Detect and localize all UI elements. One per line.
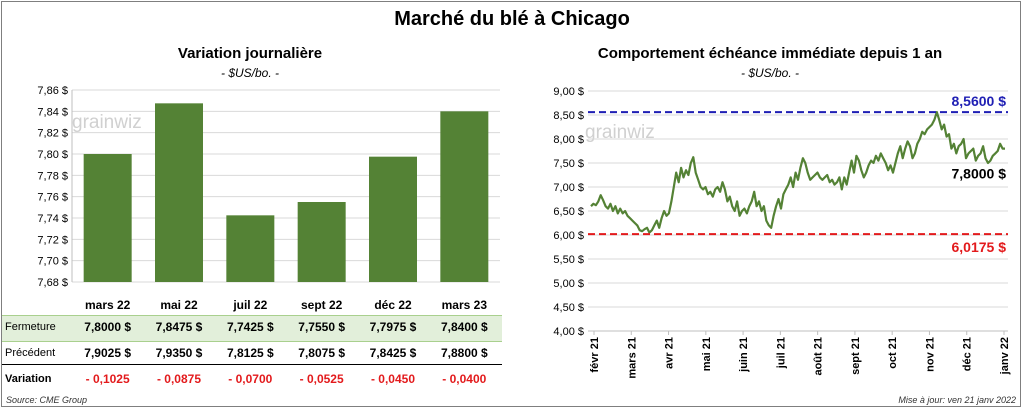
bar-x-tick: mars 23 <box>442 298 488 312</box>
bar-y-tick: 7,82 $ <box>37 128 68 140</box>
min-label: 6,0175 $ <box>952 239 1007 255</box>
bar-y-tick: 7,68 $ <box>37 277 68 289</box>
prev-cell: 7,9350 $ <box>155 346 203 360</box>
left-watermark: grainwiz <box>72 112 142 133</box>
page-title: Marché du blé à Chicago <box>394 8 630 30</box>
line-y-tick: 5,50 $ <box>553 254 584 266</box>
change-cell: - 0,0450 <box>370 372 416 386</box>
line-y-tick: 8,50 $ <box>553 110 584 122</box>
bar-y-tick: 7,86 $ <box>37 85 68 97</box>
prev-cell: 7,8800 $ <box>440 346 488 360</box>
change-cell: - 0,0875 <box>156 372 202 386</box>
bar-y-tick: 7,84 $ <box>37 106 68 118</box>
bar-chart: grainwiz 7,68 $ 7,70 $ 7,72 $ 7,74 $ 7,76 $ 7… <box>37 85 500 312</box>
bar-y-tick: 7,72 $ <box>37 234 68 246</box>
close-cell: 7,8000 $ <box>84 320 132 334</box>
left-panel-unit: - $US/bo. - <box>220 66 280 80</box>
bar-x-tick: juil 22 <box>232 298 267 312</box>
price-series-line <box>590 110 1005 234</box>
prev-cell: 7,8425 $ <box>369 346 417 360</box>
right-panel-title: Comportement échéance immédiate depuis 1… <box>597 45 943 62</box>
line-x-tick: juil 21 <box>775 337 787 369</box>
left-panel-title: Variation journalière <box>177 45 323 62</box>
close-cell: 7,8400 $ <box>440 320 488 334</box>
close-cell: 7,7425 $ <box>226 320 274 334</box>
change-cell: - 0,0525 <box>299 372 344 386</box>
line-x-tick: avr 21 <box>664 337 676 369</box>
line-chart: grainwiz 4,00 $ 4,50 $ 5,00 $ 5,50 $ 6,00 $ 6… <box>553 86 1011 379</box>
line-y-tick: 7,00 $ <box>553 182 584 194</box>
line-y-tick: 4,50 $ <box>553 302 584 314</box>
last-value-label: 7,8000 $ <box>952 166 1007 182</box>
source-note: Source: CME Group <box>6 395 88 405</box>
line-x-tick: août 21 <box>813 337 825 376</box>
max-label: 8,5600 $ <box>952 93 1007 109</box>
close-cell: 7,7975 $ <box>369 320 417 334</box>
line-x-tick: mai 21 <box>701 337 713 371</box>
prev-row-label: Précédent <box>5 347 56 359</box>
close-cell: 7,8475 $ <box>155 320 203 334</box>
line-x-tick: déc 21 <box>962 337 974 371</box>
change-cell: - 0,1025 <box>85 372 130 386</box>
bar-y-tick: 7,76 $ <box>37 192 68 204</box>
line-y-tick: 9,00 $ <box>553 86 584 98</box>
prev-cell: 7,8075 $ <box>298 346 346 360</box>
prev-cell: 7,9025 $ <box>84 346 132 360</box>
line-x-tick: nov 21 <box>924 337 936 372</box>
bar <box>83 154 132 282</box>
table-divider <box>2 364 502 365</box>
close-cell: 7,7550 $ <box>298 320 346 334</box>
close-row-band <box>2 315 502 342</box>
line-y-tick: 4,00 $ <box>553 326 584 338</box>
close-row-label: Fermeture <box>5 321 56 333</box>
bar-y-tick: 7,80 $ <box>37 149 68 161</box>
bar-x-tick: mai 22 <box>160 298 198 312</box>
line-x-tick: oct 21 <box>887 337 899 369</box>
change-cell: - 0,0400 <box>442 372 487 386</box>
bar <box>297 202 346 282</box>
line-y-tick: 6,50 $ <box>553 206 584 218</box>
bar-y-tick: 7,74 $ <box>37 213 68 225</box>
line-x-tick: févr 21 <box>589 337 601 372</box>
line-y-tick: 5,00 $ <box>553 278 584 290</box>
prev-cell: 7,8125 $ <box>226 346 274 360</box>
right-watermark: grainwiz <box>585 122 655 143</box>
bar-y-tick: 7,78 $ <box>37 170 68 182</box>
bar <box>155 103 203 282</box>
line-x-tick: juin 21 <box>738 337 750 373</box>
change-cell: - 0,0700 <box>228 372 273 386</box>
bar <box>226 215 275 282</box>
bar <box>369 156 417 282</box>
right-panel-unit: - $US/bo. - <box>740 66 800 80</box>
line-x-tick: janv 22 <box>999 337 1011 375</box>
line-y-tick: 8,00 $ <box>553 134 584 146</box>
bar-x-tick: mars 22 <box>85 298 131 312</box>
bar-x-tick: sept 22 <box>301 298 343 312</box>
line-y-tick: 6,00 $ <box>553 230 584 242</box>
change-row-label: Variation <box>5 373 52 385</box>
update-note: Mise à jour: ven 21 janv 2022 <box>898 395 1016 405</box>
line-x-tick: mars 21 <box>626 337 638 379</box>
bar <box>440 111 489 282</box>
line-y-tick: 7,50 $ <box>553 158 584 170</box>
line-x-tick: sept 21 <box>850 337 862 375</box>
bar-y-tick: 7,70 $ <box>37 256 68 268</box>
bar-x-tick: déc 22 <box>374 298 412 312</box>
